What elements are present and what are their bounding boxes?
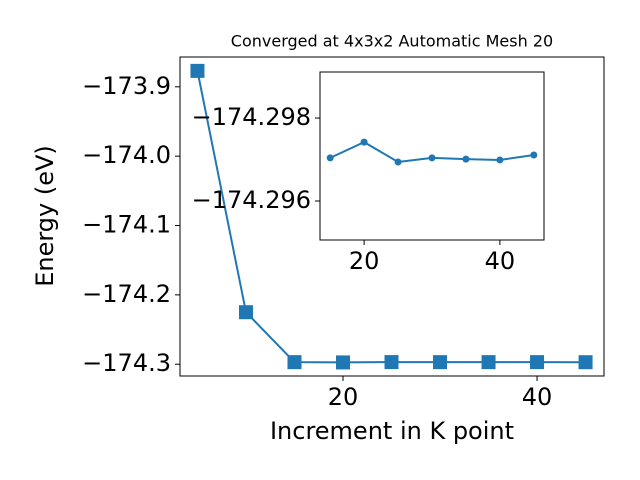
- data-point: [190, 63, 205, 78]
- y-tick-label: −174.296: [192, 186, 311, 214]
- y-axis-label: Energy (eV): [31, 145, 59, 287]
- data-point: [394, 158, 402, 166]
- data-point: [428, 154, 436, 162]
- data-point: [326, 154, 334, 162]
- data-point: [530, 355, 545, 370]
- data-point: [384, 355, 399, 370]
- y-tick-label: −174.298: [192, 103, 311, 131]
- y-tick-label: −174.2: [82, 280, 171, 308]
- data-point: [496, 156, 504, 164]
- y-tick-label: −174.3: [82, 349, 171, 377]
- x-axis-label: Increment in K point: [270, 417, 514, 445]
- data-point: [360, 138, 368, 146]
- data-point: [578, 355, 593, 370]
- data-point: [287, 355, 302, 370]
- data-point: [433, 355, 448, 370]
- y-tick-label: −174.0: [82, 141, 171, 169]
- data-point: [336, 355, 351, 370]
- x-tick-label: 20: [328, 383, 359, 411]
- y-tick-label: −173.9: [82, 72, 171, 100]
- chart-title: Converged at 4x3x2 Automatic Mesh 20: [231, 32, 553, 51]
- y-tick-label: −174.1: [82, 211, 171, 239]
- data-point: [462, 155, 470, 163]
- data-point: [530, 151, 538, 159]
- x-tick-label: 40: [485, 247, 516, 275]
- x-tick-label: 20: [349, 247, 380, 275]
- data-point: [238, 305, 253, 320]
- x-tick-label: 40: [522, 383, 553, 411]
- data-point: [481, 355, 496, 370]
